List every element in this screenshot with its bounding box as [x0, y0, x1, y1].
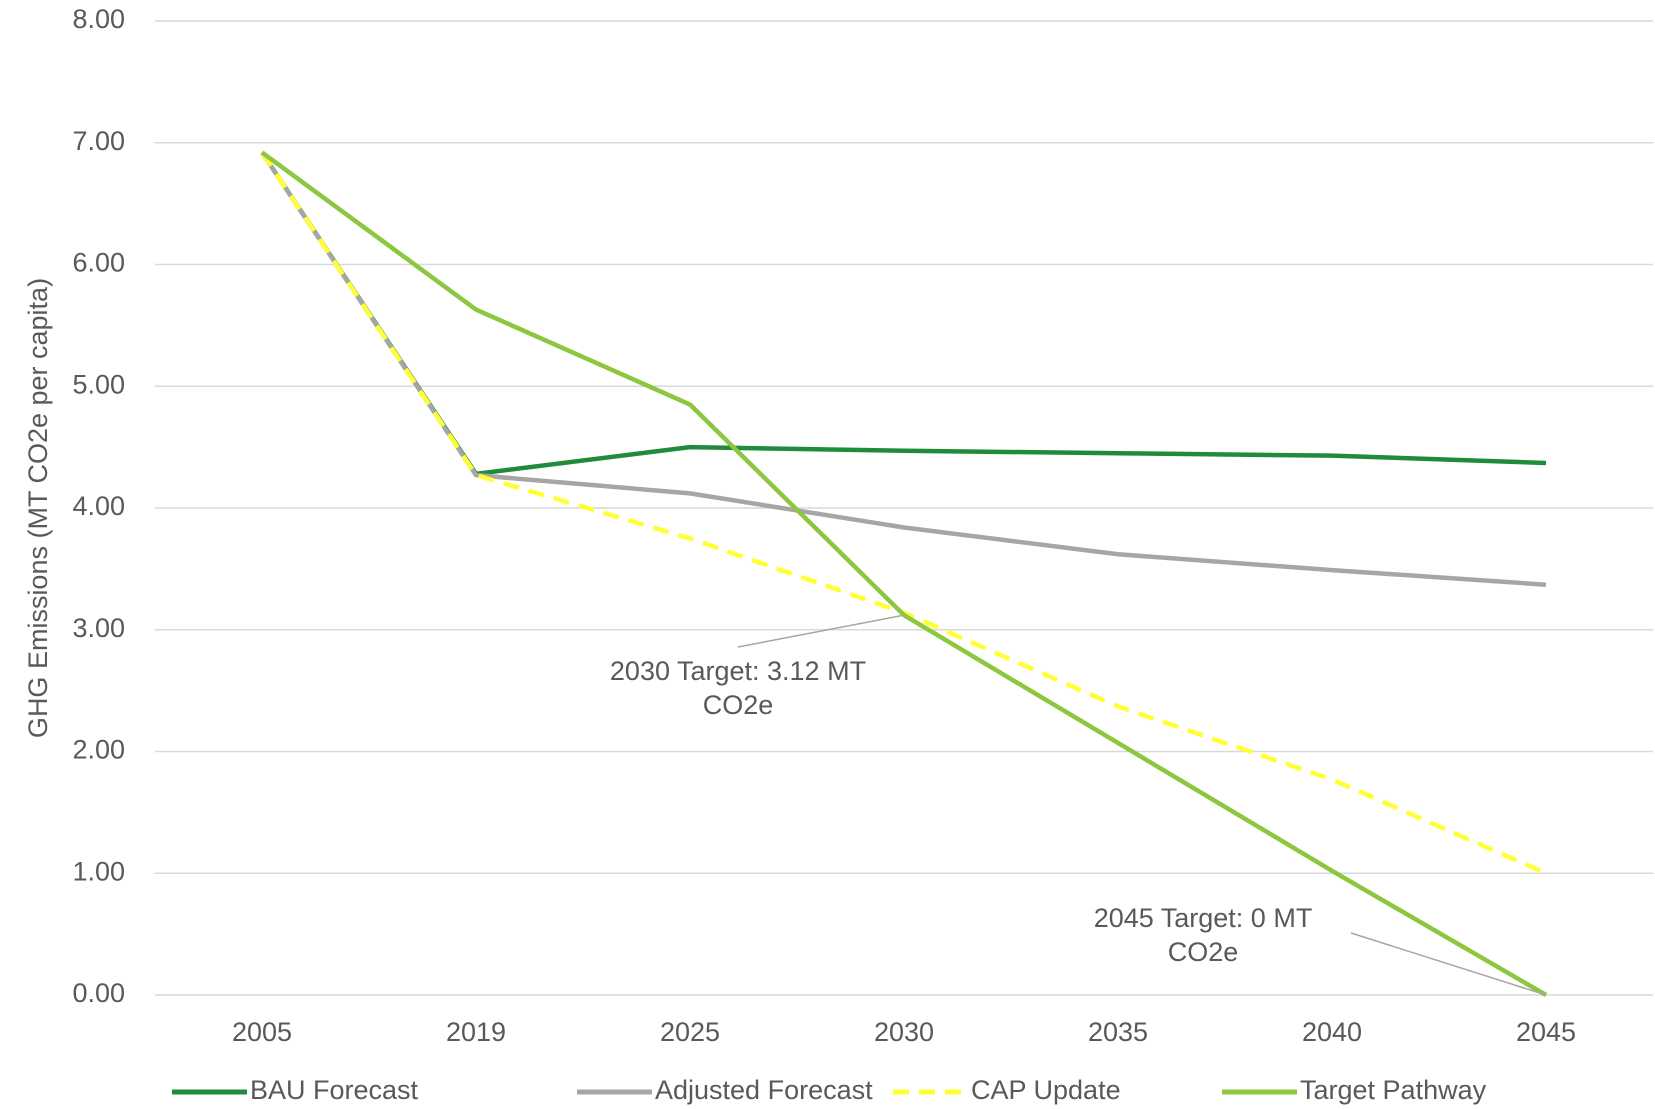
y-tick-label: 3.00 — [72, 613, 125, 643]
x-tick-label: 2025 — [660, 1017, 720, 1047]
annotation-leader — [1350, 932, 1547, 996]
series-line — [260, 151, 1547, 587]
x-tick-label: 2019 — [446, 1017, 506, 1047]
y-axis-label: GHG Emissions (MT CO2e per capita) — [23, 278, 53, 738]
y-tick-label: 8.00 — [72, 4, 125, 34]
y-tick-label: 6.00 — [72, 248, 125, 278]
x-tick-label: 2045 — [1516, 1017, 1576, 1047]
annotation-text: 2045 Target: 0 MT — [1094, 903, 1313, 933]
y-tick-label: 1.00 — [72, 856, 125, 886]
annotation-text: 2030 Target: 3.12 MT — [610, 656, 866, 686]
annotation-text: CO2e — [1168, 937, 1239, 967]
x-tick-label: 2005 — [232, 1017, 292, 1047]
y-tick-label: 7.00 — [72, 126, 125, 156]
legend-label: CAP Update — [971, 1075, 1121, 1105]
legend-label: Target Pathway — [1300, 1075, 1487, 1105]
y-tick-label: 4.00 — [72, 491, 125, 521]
annotation-leader — [737, 614, 905, 648]
annotation-text: CO2e — [703, 690, 774, 720]
x-tick-label: 2030 — [874, 1017, 934, 1047]
legend-label: BAU Forecast — [250, 1075, 419, 1105]
series-line — [260, 151, 1547, 876]
y-tick-label: 2.00 — [72, 735, 125, 765]
x-tick-label: 2040 — [1302, 1017, 1362, 1047]
series-line — [260, 151, 1547, 477]
legend-label: Adjusted Forecast — [655, 1075, 873, 1105]
y-tick-label: 0.00 — [72, 978, 125, 1008]
y-tick-label: 5.00 — [72, 369, 125, 399]
x-tick-label: 2035 — [1088, 1017, 1148, 1047]
